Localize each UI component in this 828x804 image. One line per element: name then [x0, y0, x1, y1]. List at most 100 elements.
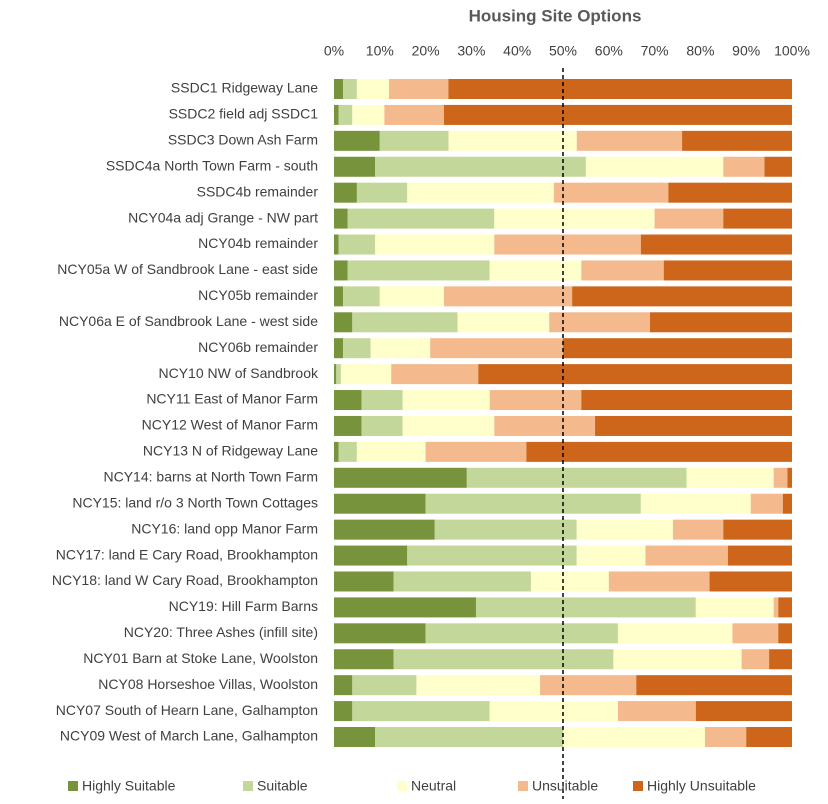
- x-tick-label: 20%: [412, 43, 440, 59]
- y-tick-label: NCY15: land r/o 3 North Town Cottages: [72, 494, 318, 510]
- bar-segment: [334, 260, 348, 281]
- bar-segment: [356, 182, 408, 203]
- bar-segment: [430, 338, 563, 359]
- bar-segment: [617, 701, 696, 722]
- bar-segment: [663, 260, 792, 281]
- bar-segment: [379, 286, 444, 307]
- bar-segment: [379, 130, 449, 151]
- bar-segment: [334, 390, 362, 411]
- bar-segment: [581, 390, 792, 411]
- bar-segment: [334, 545, 408, 566]
- bar-segment: [595, 415, 792, 436]
- bar-segment: [334, 727, 376, 747]
- x-tick-label: 90%: [732, 43, 760, 59]
- y-tick-label: NCY12 West of Manor Farm: [142, 417, 318, 433]
- y-tick-label: NCY04b remainder: [198, 235, 318, 251]
- bar-segment: [576, 545, 646, 566]
- bar-segment: [343, 79, 357, 99]
- legend-swatch: [518, 781, 528, 791]
- y-tick-label: NCY05a W of Sandbrook Lane - east side: [57, 261, 318, 277]
- bar-segment: [530, 571, 609, 592]
- bar-segment: [640, 234, 792, 255]
- bar-segment: [343, 338, 371, 359]
- bar-segment: [384, 104, 444, 125]
- bar-segment: [334, 467, 467, 488]
- bar-segment: [343, 286, 380, 307]
- bar-segment: [352, 675, 417, 696]
- bar-segment: [393, 571, 531, 592]
- bar-segment: [334, 104, 339, 125]
- y-tick-label: NCY08 Horseshoe Villas, Woolston: [98, 676, 318, 692]
- bar-segment: [746, 727, 792, 747]
- bar-segment: [425, 441, 527, 462]
- bar-segment: [334, 156, 376, 177]
- bar-segment: [334, 623, 426, 644]
- bar-segment: [475, 597, 696, 618]
- legend-swatch: [243, 781, 253, 791]
- bar-segment: [334, 701, 353, 722]
- bar-segment: [356, 79, 389, 99]
- bar-segment: [402, 415, 495, 436]
- legend-swatch: [397, 781, 407, 791]
- bar-segment: [347, 260, 490, 281]
- bar-segment: [334, 364, 337, 385]
- bar-segment: [773, 597, 779, 618]
- bar-segment: [668, 182, 792, 203]
- bar-segment: [391, 364, 479, 385]
- bar-segment: [581, 260, 664, 281]
- bar-segment: [494, 415, 596, 436]
- bar-segment: [704, 727, 747, 747]
- bar-segment: [425, 623, 618, 644]
- bar-segment: [576, 519, 673, 540]
- bar-segment: [787, 467, 792, 488]
- bar-segment: [448, 130, 577, 151]
- y-tick-label: NCY04a adj Grange - NW part: [128, 209, 318, 225]
- bar-segment: [478, 364, 792, 385]
- y-tick-label: NCY17: land E Cary Road, Brookhampton: [56, 546, 318, 562]
- bar-segment: [563, 338, 792, 359]
- bar-segment: [338, 104, 353, 125]
- x-tick-label: 60%: [595, 43, 623, 59]
- bar-segment: [407, 182, 554, 203]
- bar-segment: [778, 623, 792, 644]
- bar-segment: [416, 675, 541, 696]
- y-tick-label: NCY05b remainder: [198, 287, 318, 303]
- bar-segment: [750, 493, 783, 514]
- y-tick-label: NCY06b remainder: [198, 339, 318, 355]
- bar-segment: [723, 519, 792, 540]
- legend-label: Highly Suitable: [82, 778, 176, 794]
- y-tick-label: NCY01 Barn at Stoke Lane, Woolston: [83, 650, 318, 666]
- bar-segment: [443, 104, 792, 125]
- x-tick-label: 100%: [774, 43, 810, 59]
- x-tick-label: 30%: [457, 43, 485, 59]
- legend-label: Highly Unsuitable: [647, 778, 756, 794]
- y-tick-label: SSDC1 Ridgeway Lane: [171, 80, 318, 96]
- bar-segment: [563, 727, 705, 747]
- bar-segment: [393, 649, 614, 670]
- y-tick-label: SSDC3 Down Ash Farm: [168, 132, 318, 148]
- bar-segment: [407, 545, 577, 566]
- legend-label: Suitable: [257, 778, 308, 794]
- bar-segment: [334, 519, 435, 540]
- bar-segment: [361, 390, 403, 411]
- bar-segment: [336, 364, 341, 385]
- bar-segment: [347, 208, 495, 229]
- bar-segment: [338, 234, 376, 255]
- y-tick-label: NCY07 South of Hearn Lane, Galhampton: [56, 702, 318, 718]
- y-tick-label: NCY18: land W Cary Road, Brookhampton: [52, 572, 318, 588]
- y-tick-label: NCY16: land opp Manor Farm: [131, 520, 318, 536]
- bar-segment: [489, 260, 582, 281]
- bar-segment: [709, 571, 792, 592]
- bar-segment: [494, 234, 641, 255]
- x-tick-label: 50%: [549, 43, 577, 59]
- bar-segment: [375, 156, 586, 177]
- y-tick-label: NCY20: Three Ashes (infill site): [124, 624, 318, 640]
- bar-segment: [375, 234, 495, 255]
- bar-segment: [361, 415, 403, 436]
- bar-segment: [540, 675, 637, 696]
- y-tick-label: NCY14: barns at North Town Farm: [104, 469, 319, 485]
- y-tick-label: SSDC4b remainder: [197, 183, 319, 199]
- bar-segment: [682, 130, 792, 151]
- bar-segment: [334, 675, 353, 696]
- bar-segment: [334, 312, 353, 333]
